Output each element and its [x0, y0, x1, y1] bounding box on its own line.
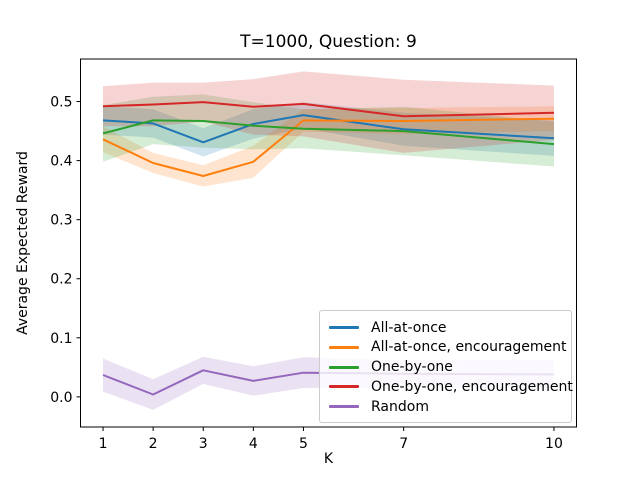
x-tick-label: 1 — [99, 436, 108, 452]
legend-label: Random — [371, 398, 429, 415]
line-all-at-once-encouragement — [102, 117, 555, 177]
legend-label: One-by-one — [371, 359, 453, 375]
band-all-at-once-encouragement — [103, 106, 554, 187]
legend-label: All-at-once — [371, 319, 447, 336]
line-one-by-one-encouragement — [102, 101, 555, 118]
legend-label: One-by-one, encouragement — [371, 378, 573, 395]
legend-line-sample — [329, 365, 359, 369]
legend-line-sample — [329, 385, 359, 389]
legend-item-one-by-one-encouragement: One-by-one, encouragement — [329, 377, 573, 396]
chart-title: T=1000, Question: 9 — [240, 32, 417, 52]
x-tick-label: 4 — [249, 436, 258, 452]
y-tick-label: 0.4 — [50, 154, 72, 170]
band-one-by-one — [103, 94, 554, 167]
y-tick-label: 0.1 — [50, 331, 72, 347]
legend-item-all-at-once: All-at-once — [329, 318, 562, 337]
y-axis-label: Average Expected Reward — [15, 151, 31, 335]
legend-line-sample — [329, 405, 359, 408]
x-tick-label: 10 — [545, 436, 563, 452]
y-tick-label: 0.5 — [50, 95, 72, 111]
x-axis-label: K — [323, 451, 334, 467]
legend-item-all-at-once-encouragement: All-at-once, encouragement — [329, 338, 567, 357]
line-all-at-once — [102, 114, 555, 144]
legend-item-random: Random — [329, 397, 562, 416]
axes-spines — [80, 58, 577, 428]
x-tick-label: 3 — [199, 436, 208, 452]
y-tick-label: 0.2 — [50, 272, 72, 288]
x-tick-label: 2 — [149, 436, 158, 452]
y-tick-label: 0.3 — [50, 213, 72, 229]
legend-label: All-at-once, encouragement — [371, 339, 567, 356]
x-tick-label: 5 — [299, 436, 308, 452]
x-tick-label: 7 — [399, 436, 408, 452]
legend: All-at-once All-at-once, encouragement O… — [319, 310, 573, 423]
legend-line-sample — [329, 326, 359, 329]
line-one-by-one — [102, 119, 555, 146]
legend-line-sample — [329, 345, 359, 349]
legend-item-one-by-one: One-by-one — [329, 358, 562, 377]
y-tick-label: 0.0 — [50, 390, 72, 406]
